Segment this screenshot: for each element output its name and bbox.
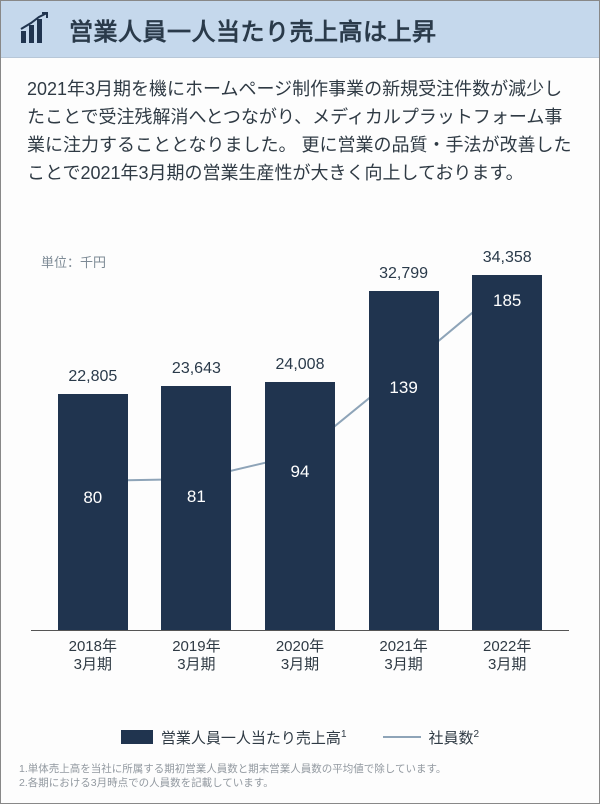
- bar-value-label: 24,008: [265, 356, 335, 374]
- category-label: 2022年 3月期: [465, 638, 549, 676]
- footnote-1: 1.単体売上高を当社に所属する期初営業人員数と期末営業人員数の平均値で除していま…: [19, 762, 581, 777]
- chart-plot: 22,8052018年 3月期 23,6432019年 3月期 24,0082020…: [31, 218, 569, 631]
- page-root: 営業人員一人当たり売上高は上昇 2021年3月期を機にホームページ制作事業の新規…: [0, 0, 600, 804]
- legend-line-swatch: [383, 736, 421, 738]
- footnote-2: 2.各期における3月時点での人員数を記載しています。: [19, 776, 581, 791]
- bar-value-label: 22,805: [58, 368, 128, 386]
- bar: 22,8052018年 3月期: [58, 394, 128, 629]
- page-title: 営業人員一人当たり売上高は上昇: [69, 12, 437, 47]
- chart-area: 単位：千円 22,8052018年 3月期23,6432019年 3月期24,0…: [1, 198, 599, 721]
- legend-bar-swatch: [121, 730, 153, 744]
- legend-bar-item: 営業人員一人当たり売上高1: [121, 727, 347, 748]
- bar-rect: [58, 394, 128, 629]
- footnotes: 1.単体売上高を当社に所属する期初営業人員数と期末営業人員数の平均値で除していま…: [1, 758, 599, 803]
- legend: 営業人員一人当たり売上高1 社員数2: [1, 721, 599, 758]
- legend-line-label: 社員数2: [429, 727, 480, 748]
- bar-rect: [472, 275, 542, 630]
- bar: 24,0082020年 3月期: [265, 382, 335, 630]
- category-label: 2019年 3月期: [154, 638, 238, 676]
- legend-bar-label: 営業人員一人当たり売上高1: [161, 727, 347, 748]
- bar: 23,6432019年 3月期: [161, 386, 231, 630]
- bar-chart-up-icon: [15, 9, 55, 49]
- bar-rect: [161, 386, 231, 630]
- legend-line-item: 社員数2: [383, 727, 480, 748]
- header: 営業人員一人当たり売上高は上昇: [1, 1, 599, 58]
- bar: 34,3582022年 3月期: [472, 275, 542, 630]
- category-label: 2018年 3月期: [51, 638, 135, 676]
- category-label: 2020年 3月期: [258, 638, 342, 676]
- bar-value-label: 32,799: [369, 265, 439, 283]
- bar-value-label: 34,358: [472, 249, 542, 267]
- body-paragraph: 2021年3月期を機にホームページ制作事業の新規受注件数が減少したことで受注残解…: [1, 58, 599, 198]
- x-axis-baseline: [31, 630, 569, 631]
- bar: 32,7992021年 3月期: [369, 291, 439, 630]
- bar-value-label: 23,643: [161, 360, 231, 378]
- bar-rect: [265, 382, 335, 630]
- category-label: 2021年 3月期: [362, 638, 446, 676]
- bar-rect: [369, 291, 439, 630]
